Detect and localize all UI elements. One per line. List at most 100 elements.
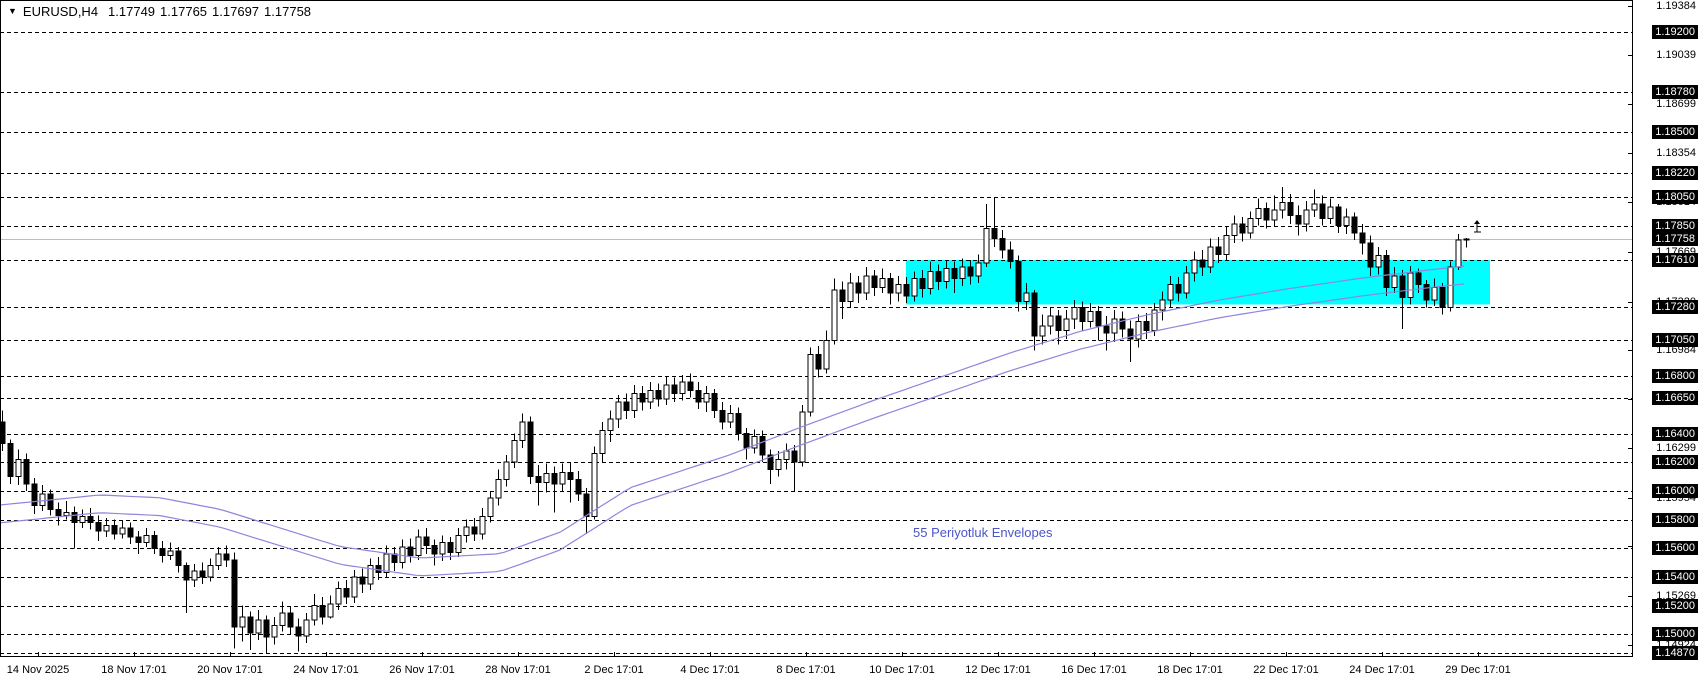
candle[interactable]	[855, 275, 862, 304]
candle[interactable]	[895, 275, 902, 302]
candle[interactable]	[639, 386, 646, 411]
candle[interactable]	[319, 597, 326, 625]
candle[interactable]	[111, 519, 118, 540]
candle[interactable]	[1375, 247, 1382, 275]
candle[interactable]	[87, 508, 94, 530]
candle[interactable]	[1239, 216, 1246, 242]
candle[interactable]	[223, 545, 230, 567]
candle[interactable]	[1119, 311, 1126, 338]
candle[interactable]	[767, 449, 774, 484]
candle[interactable]	[415, 529, 422, 560]
candle[interactable]	[479, 508, 486, 540]
candle[interactable]	[247, 611, 254, 651]
candle[interactable]	[367, 558, 374, 590]
candle[interactable]	[391, 546, 398, 572]
candle[interactable]	[911, 271, 918, 302]
candle[interactable]	[759, 430, 766, 463]
candle[interactable]	[79, 509, 86, 529]
candle[interactable]	[431, 539, 438, 566]
candle[interactable]	[615, 394, 622, 428]
candle[interactable]	[1175, 277, 1182, 302]
candle[interactable]	[1327, 198, 1334, 225]
candle[interactable]	[919, 270, 926, 298]
candle[interactable]	[951, 261, 958, 294]
candle[interactable]	[1391, 267, 1398, 294]
candle[interactable]	[519, 413, 526, 448]
candle[interactable]	[575, 470, 582, 501]
candle[interactable]	[455, 528, 462, 557]
candle[interactable]	[1399, 270, 1406, 329]
candle[interactable]	[295, 618, 302, 652]
candle[interactable]	[1039, 314, 1046, 345]
candle[interactable]	[591, 446, 598, 520]
candle[interactable]	[1047, 307, 1054, 335]
candle[interactable]	[671, 377, 678, 403]
candle[interactable]	[999, 229, 1006, 259]
candle[interactable]	[151, 531, 158, 555]
candle[interactable]	[303, 612, 310, 643]
candle[interactable]	[1199, 249, 1206, 276]
candle[interactable]	[1367, 235, 1374, 276]
candle[interactable]	[167, 542, 174, 560]
candle[interactable]	[511, 433, 518, 468]
candle[interactable]	[863, 267, 870, 301]
candle[interactable]	[1343, 208, 1350, 235]
candle[interactable]	[231, 552, 238, 649]
candle[interactable]	[143, 528, 150, 547]
candle[interactable]	[1463, 237, 1470, 248]
candle[interactable]	[559, 463, 566, 491]
candle[interactable]	[1191, 251, 1198, 282]
candle[interactable]	[1231, 215, 1238, 243]
candle[interactable]	[823, 330, 830, 374]
candle[interactable]	[503, 455, 510, 487]
candle[interactable]	[39, 485, 46, 512]
candle[interactable]	[1223, 227, 1230, 261]
candle[interactable]	[831, 278, 838, 345]
candle[interactable]	[647, 381, 654, 410]
candle[interactable]	[1111, 310, 1118, 342]
candle[interactable]	[1423, 280, 1430, 308]
candle[interactable]	[1159, 291, 1166, 321]
candle[interactable]	[1127, 320, 1134, 362]
candle[interactable]	[103, 518, 110, 537]
candle[interactable]	[695, 381, 702, 410]
candle[interactable]	[351, 569, 358, 603]
candle[interactable]	[655, 383, 662, 407]
candle[interactable]	[735, 407, 742, 441]
candle[interactable]	[943, 260, 950, 289]
candle[interactable]	[7, 439, 14, 484]
candle[interactable]	[463, 519, 470, 543]
candle[interactable]	[815, 346, 822, 378]
candle[interactable]	[1271, 195, 1278, 228]
candle[interactable]	[991, 196, 998, 248]
candle[interactable]	[487, 490, 494, 523]
candle[interactable]	[71, 506, 78, 549]
candle[interactable]	[1255, 198, 1262, 226]
candle[interactable]	[127, 522, 134, 544]
candle[interactable]	[703, 386, 710, 413]
candle[interactable]	[0, 410, 6, 451]
candle[interactable]	[335, 581, 342, 610]
candle[interactable]	[1023, 282, 1030, 311]
candle[interactable]	[119, 521, 126, 539]
candle[interactable]	[375, 556, 382, 580]
candle[interactable]	[807, 347, 814, 417]
candle[interactable]	[663, 376, 670, 405]
candle[interactable]	[159, 541, 166, 563]
candle[interactable]	[239, 605, 246, 642]
candle[interactable]	[207, 558, 214, 582]
candle[interactable]	[1215, 237, 1222, 263]
candle[interactable]	[183, 562, 190, 613]
candle[interactable]	[55, 502, 62, 526]
candle[interactable]	[711, 389, 718, 418]
candle[interactable]	[607, 410, 614, 443]
candle[interactable]	[1439, 282, 1446, 315]
candle[interactable]	[1311, 189, 1318, 217]
candle[interactable]	[727, 404, 734, 428]
candle[interactable]	[1287, 194, 1294, 225]
candle[interactable]	[271, 617, 278, 645]
candle[interactable]	[1031, 290, 1038, 351]
candle[interactable]	[783, 443, 790, 470]
candle[interactable]	[1295, 205, 1302, 236]
candle[interactable]	[279, 601, 286, 632]
